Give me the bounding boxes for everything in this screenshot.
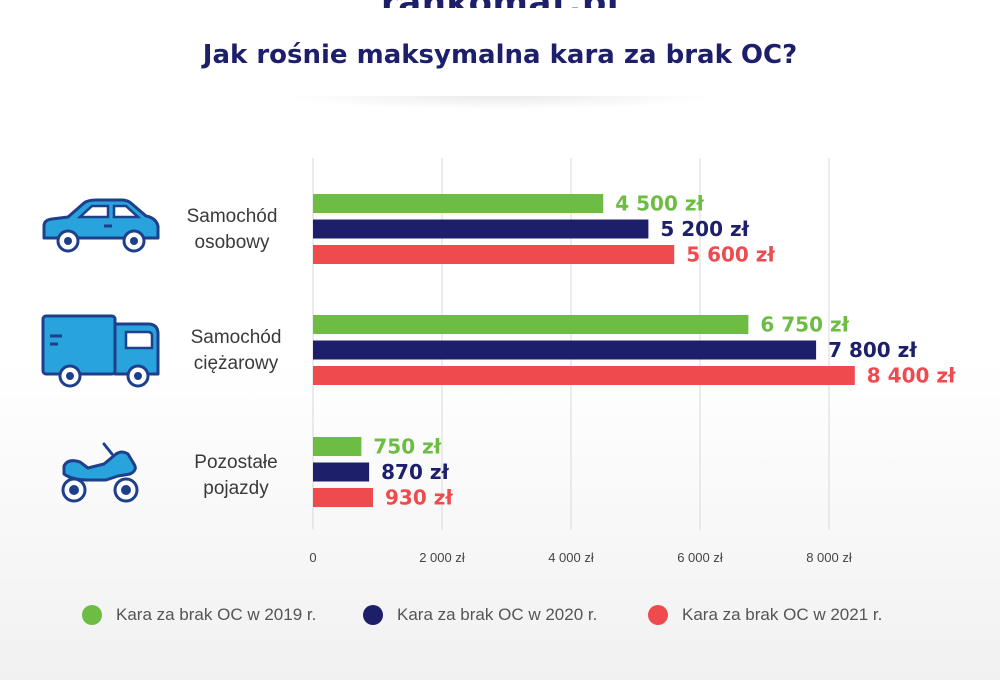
- x-tick-label: 6 000 zł: [677, 550, 723, 565]
- category-label-line1: Samochód: [186, 206, 278, 227]
- bar: [313, 437, 362, 456]
- bar: [313, 488, 373, 507]
- category-label-line2: pojazdy: [203, 478, 269, 499]
- title-shadow: [280, 96, 720, 110]
- bar: [313, 462, 370, 482]
- bar-value-label: 930 zł: [385, 486, 453, 510]
- category-label-line1: Samochód: [190, 327, 282, 348]
- legend-dot: [82, 605, 102, 625]
- bar-value-label: 4 500 zł: [615, 192, 704, 216]
- legend-dot: [363, 605, 383, 625]
- category-label-line1: Pozostałe: [194, 452, 278, 473]
- chart-legend: Kara za brak OC w 2019 r. Kara za brak O…: [0, 605, 1000, 635]
- truck-icon: [41, 314, 160, 388]
- legend-item-2020: Kara za brak OC w 2020 r.: [363, 605, 597, 625]
- bar-value-label: 7 800 zł: [828, 338, 917, 362]
- brand-logo: rankomat.pl: [0, 0, 1000, 8]
- legend-item-2021: Kara za brak OC w 2021 r.: [648, 605, 882, 625]
- category-label-line2: osobowy: [194, 232, 270, 253]
- x-tick-label: 8 000 zł: [806, 550, 852, 565]
- legend-item-2019: Kara za brak OC w 2019 r.: [82, 605, 316, 625]
- x-tick-label: 0: [309, 550, 316, 565]
- bar-value-label: 750 zł: [373, 435, 441, 459]
- legend-label: Kara za brak OC w 2019 r.: [116, 605, 317, 624]
- bar: [313, 315, 749, 334]
- bar: [313, 194, 604, 213]
- legend-label: Kara za brak OC w 2020 r.: [397, 605, 598, 624]
- chart-title: Jak rośnie maksymalna kara za brak OC?: [202, 40, 798, 70]
- legend-dot: [648, 605, 668, 625]
- category-label-other: Pozostałe pojazdy: [161, 450, 311, 502]
- bar-value-label: 5 600 zł: [686, 243, 775, 267]
- bar: [313, 245, 675, 264]
- category-label-truck: Samochód ciężarowy: [161, 325, 311, 377]
- category-label-line2: ciężarowy: [193, 353, 279, 374]
- x-tick-label: 4 000 zł: [548, 550, 594, 565]
- bar-chart: 0 2 000 zł 4 000 zł 6 000 zł 8 000 zł 4 500 z…: [309, 158, 956, 565]
- x-tick-label: 2 000 zł: [419, 550, 465, 565]
- quad-icon: [61, 442, 139, 503]
- legend-label: Kara za brak OC w 2021 r.: [682, 605, 883, 624]
- bar-value-label: 6 750 zł: [760, 313, 849, 337]
- car-icon: [42, 198, 160, 253]
- bar-value-label: 5 200 zł: [660, 217, 749, 241]
- category-label-car: Samochód osobowy: [157, 204, 307, 256]
- bar: [313, 219, 649, 239]
- bar-value-label: 870 zł: [381, 460, 449, 484]
- bar: [313, 340, 817, 360]
- bar: [313, 366, 855, 385]
- bar-value-label: 8 400 zł: [867, 364, 956, 388]
